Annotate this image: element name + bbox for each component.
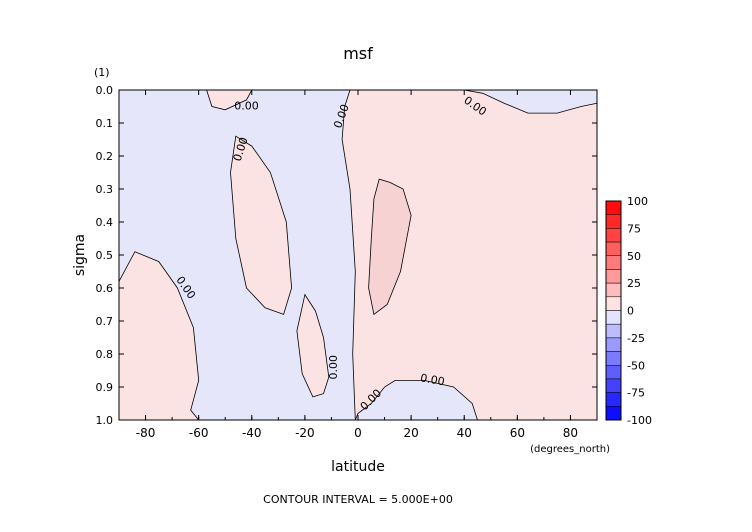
x-tick-label: -20 — [295, 426, 315, 440]
x-axis-title: latitude — [331, 459, 385, 475]
colorbar-segment — [605, 214, 622, 229]
x-tick-label: -60 — [189, 426, 209, 440]
colorbar-segment — [605, 282, 622, 298]
units-label: (1) — [94, 66, 110, 79]
colorbar-label: -50 — [627, 359, 645, 372]
colorbar-label: 75 — [627, 222, 641, 235]
colorbar-segment — [605, 406, 622, 421]
chart-title: msf — [343, 44, 373, 63]
positive-regions — [118, 89, 598, 421]
colorbar-segment — [605, 323, 622, 339]
y-tick-label: 0.1 — [96, 117, 114, 130]
colorbar-segment — [605, 310, 622, 325]
x-tick-label: 40 — [457, 426, 472, 440]
colorbar-label: 25 — [627, 277, 641, 290]
colorbar-segment — [605, 269, 622, 284]
x-tick-label: 60 — [510, 426, 525, 440]
colorbar-segment — [605, 200, 622, 215]
x-axis: -80 -60 -40 -20 0 20 40 60 80 — [118, 90, 598, 440]
colorbar-label: -100 — [627, 414, 652, 427]
colorbar-segment — [605, 337, 622, 352]
y-tick-label: 0.2 — [96, 150, 114, 163]
y-axis: 0.0 0.1 0.2 0.3 0.4 0.5 0.6 0.7 0.8 0.9 1.0 — [96, 84, 597, 427]
colorbar-segment — [605, 365, 622, 380]
colorbar-segment — [605, 255, 622, 270]
y-tick-label: 1.0 — [96, 414, 114, 427]
contour-interval-label: CONTOUR INTERVAL = 5.000E+00 — [263, 493, 453, 506]
colorbar-segment — [605, 228, 622, 243]
x-axis-units: (degrees_north) — [530, 444, 610, 455]
colorbar-segment — [605, 378, 622, 393]
contour-label-7: 0.00 — [419, 371, 445, 388]
y-tick-label: 0.6 — [96, 282, 114, 295]
contour-region-tropical — [341, 89, 598, 421]
contour-region-south-mid — [230, 135, 293, 315]
x-tick-label: -40 — [242, 426, 262, 440]
y-tick-label: 0.5 — [96, 249, 114, 262]
contour-region-tropical-core — [368, 178, 412, 316]
y-tick-label: 0.8 — [96, 348, 114, 361]
colorbar-label: 0 — [627, 305, 634, 318]
colorbar-segment — [605, 241, 622, 256]
colorbar-segment — [605, 351, 622, 366]
colorbar-label: -75 — [627, 387, 645, 400]
contour-label-0: 0.00 — [234, 100, 259, 113]
contour-region-south-low — [296, 293, 330, 398]
x-tick-label: -80 — [136, 426, 156, 440]
colorbar-label: 100 — [627, 195, 648, 208]
y-tick-label: 0.9 — [96, 381, 114, 394]
colorbar-frame — [605, 200, 622, 421]
x-tick-label: 0 — [354, 426, 362, 440]
colorbar-label: -25 — [627, 332, 645, 345]
y-tick-label: 0.4 — [96, 216, 114, 229]
y-tick-label: 0.3 — [96, 183, 114, 196]
y-axis-title: sigma — [72, 234, 88, 276]
colorbar: 100 75 50 25 0 -25 -50 -75 -100 — [605, 195, 652, 427]
colorbar-segment — [605, 296, 622, 311]
colorbar-label: 50 — [627, 250, 641, 263]
x-tick-label: 20 — [403, 426, 418, 440]
x-tick-label: 80 — [563, 426, 578, 440]
colorbar-segment — [605, 392, 622, 407]
y-tick-label: 0.7 — [96, 315, 114, 328]
plot-area: 0.00 0.000.000.000.000.000.000.00 — [118, 89, 598, 421]
contour-label-5: 0.00 — [327, 355, 340, 380]
y-tick-label: 0.0 — [96, 84, 114, 97]
